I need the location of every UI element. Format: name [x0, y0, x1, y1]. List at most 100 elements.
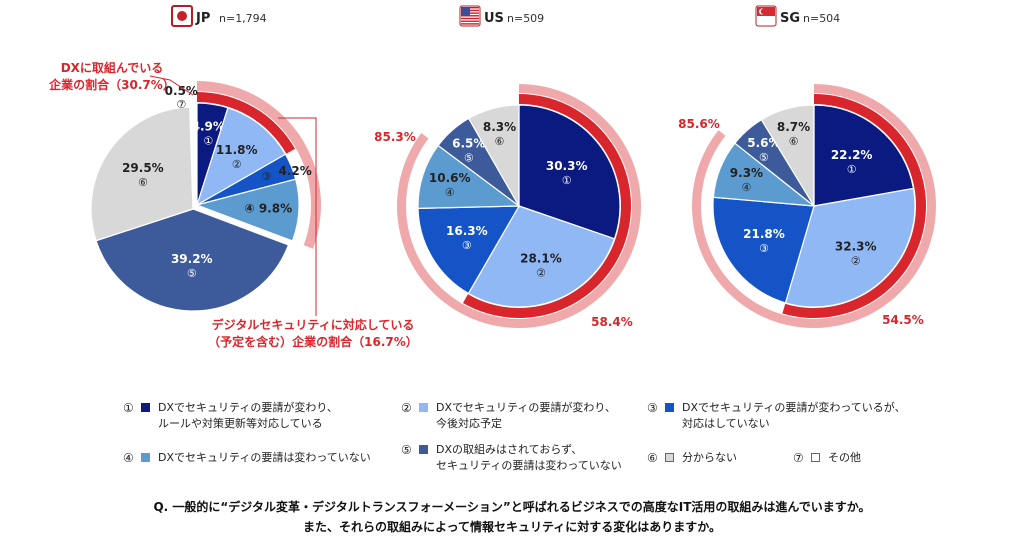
- pie-chart-us: US n=509 30.3%① 28.1%② 16.3%③ 10.6%④ 6.5%⑤ 8.3%…: [374, 5, 641, 329]
- pie-slice-5: [95, 208, 290, 312]
- inner-callout-line: デジタルセキュリティに対応している: [212, 317, 415, 332]
- country-code: US: [484, 11, 504, 26]
- slice-value-2: 28.1%: [520, 252, 562, 266]
- sample-size: n=504: [803, 12, 840, 25]
- slice-number-1: ①: [203, 134, 213, 147]
- slice-number-1: ①: [847, 163, 857, 176]
- flag-stripe: [461, 20, 479, 22]
- pie-slice-4: [195, 178, 300, 242]
- inner-callout-line: （予定を含む）企業の割合（16.7%）: [208, 334, 418, 349]
- slice-number-6: ⑥: [789, 135, 799, 148]
- legend-item-1: ① DXでセキュリティの要請が変わり、 ルールや対策更新等対応している: [123, 401, 338, 430]
- country-code: SG: [780, 11, 800, 26]
- inner-callout-leader: [278, 117, 317, 316]
- flag-sun: [177, 11, 187, 21]
- slice-number-3: ③: [462, 239, 472, 252]
- pie-chart-jp: JP n=1,794 4.9%①11.8%② 4.2% ③ ④ 9.8% 39.2%⑤ 29.…: [48, 5, 418, 349]
- slice-label-4: ④ 9.8%: [244, 202, 292, 216]
- survey-question: Q. 一般的に“デジタル変革・デジタルトランスフォーメーション”と呼ばれるビジネ…: [0, 497, 1024, 537]
- flag-stripe: [461, 23, 479, 25]
- us-flag-icon: [459, 5, 481, 27]
- pie-chart-sg: SG n=504 22.2%① 32.3%② 21.8%③ 9.3%④ 5.6%⑤ 8.7%⑥…: [678, 5, 936, 328]
- slice-value-6: 8.3%: [483, 120, 516, 134]
- legend-item-5: ⑤ DXの取組みはされておらず、 セキュリティの要請は変わっていない: [401, 443, 622, 472]
- highlight-ring-inner: [197, 92, 296, 154]
- legend-swatch-5: [419, 445, 428, 454]
- slice-value-1: 4.9%: [192, 119, 225, 133]
- flag-canton: [461, 7, 470, 16]
- slice-value-2: 32.3%: [835, 240, 877, 254]
- slice-value-3: 4.2%: [279, 164, 312, 178]
- pie-slice-4: [417, 144, 521, 209]
- slice-value-5: 6.5%: [452, 136, 485, 150]
- slice-number-4: ④: [445, 186, 455, 199]
- highlight-ring-outer: [197, 81, 321, 249]
- legend-item-2: ② DXでセキュリティの要請が変わり、 今後対応予定: [401, 401, 616, 430]
- slice-value-1: 30.3%: [546, 159, 588, 173]
- legend-swatch-7: [811, 453, 820, 462]
- slice-number-3: ③: [759, 242, 769, 255]
- slice-value-4: 9.3%: [730, 166, 763, 180]
- pie-slice-2: [195, 107, 287, 207]
- slice-value-3: 21.8%: [743, 227, 785, 241]
- pie-slice-3: [417, 205, 521, 295]
- outer-ring-label: 85.6%: [678, 117, 720, 131]
- flag-red-band: [757, 7, 775, 16]
- sample-size: n=1,794: [219, 12, 267, 25]
- slice-number-6: ⑥: [138, 176, 148, 189]
- pie-slice-2: [784, 187, 916, 308]
- legend-item-4: ④ DXでセキュリティの要請は変わっていない: [123, 451, 371, 465]
- legend-swatch-6: [665, 453, 674, 462]
- legend-swatch-3: [665, 403, 674, 412]
- slice-number-5: ⑤: [187, 267, 197, 280]
- slice-number-5: ⑤: [464, 151, 474, 164]
- slice-number-2: ②: [851, 255, 861, 268]
- outer-callout: DXに取組んでいる企業の割合（30.7%）: [48, 60, 175, 92]
- slice-number-3: ③: [262, 170, 272, 183]
- slice-value-3: 16.3%: [446, 224, 488, 238]
- pie-slice-6: [760, 104, 815, 209]
- legend-swatch-4: [141, 453, 150, 462]
- legend-swatch-1: [141, 403, 150, 412]
- slice-value-5: 39.2%: [171, 252, 213, 266]
- country-code: JP: [195, 11, 210, 26]
- pie-slice-1: [518, 104, 621, 240]
- slice-value-6: 29.5%: [122, 161, 164, 175]
- legend-item-6: ⑥ 分からない: [647, 451, 737, 465]
- jp-flag-icon: [171, 5, 193, 27]
- inner-ring-label: 58.4%: [591, 315, 633, 329]
- sample-size: n=509: [507, 12, 544, 25]
- pie-slice-1: [813, 104, 915, 207]
- pie-slice-7: [189, 106, 194, 210]
- legend-item-3: ③ DXでセキュリティの要請が変わっているが、 対応はしていない: [647, 401, 906, 430]
- slice-number-4: ④: [742, 181, 752, 194]
- pie-slice-3: [712, 196, 815, 304]
- legend-item-7: ⑦ その他: [793, 451, 861, 465]
- outer-ring-label: 85.3%: [374, 130, 416, 144]
- outer-callout-line: DXに取組んでいる: [61, 60, 164, 75]
- question-line-1: Q. 一般的に“デジタル変革・デジタルトランスフォーメーション”と呼ばれるビジネ…: [153, 500, 871, 514]
- slice-number-1: ①: [562, 174, 572, 187]
- slice-number-2: ②: [232, 158, 242, 171]
- slice-value-4: 10.6%: [429, 171, 471, 185]
- slice-number-6: ⑥: [495, 135, 505, 148]
- slice-value-6: 8.7%: [777, 120, 810, 134]
- inner-ring-label: 54.5%: [882, 313, 924, 327]
- question-line-2: また、それらの取組みによって情報セキュリティに対する変化はありますか。: [302, 520, 722, 534]
- outer-callout-line: 企業の割合（30.7%）: [48, 77, 175, 92]
- pie-slice-6: [90, 106, 194, 242]
- pie-slice-6: [467, 104, 520, 209]
- slice-value-2: 11.8%: [216, 143, 258, 157]
- flag-crescent-cut: [760, 8, 766, 15]
- flag-stripe: [461, 17, 479, 20]
- sg-flag-icon: [755, 5, 777, 27]
- slice-number-7: ⑦: [176, 98, 186, 111]
- slice-value-5: 5.6%: [747, 136, 780, 150]
- legend: ① DXでセキュリティの要請が変わり、 ルールや対策更新等対応している ② DX…: [123, 400, 923, 480]
- slice-value-1: 22.2%: [831, 148, 873, 162]
- slice-number-5: ⑤: [759, 151, 769, 164]
- slice-number-2: ②: [536, 267, 546, 280]
- legend-swatch-2: [419, 403, 428, 412]
- inner-callout: デジタルセキュリティに対応している （予定を含む）企業の割合（16.7%）: [208, 317, 418, 349]
